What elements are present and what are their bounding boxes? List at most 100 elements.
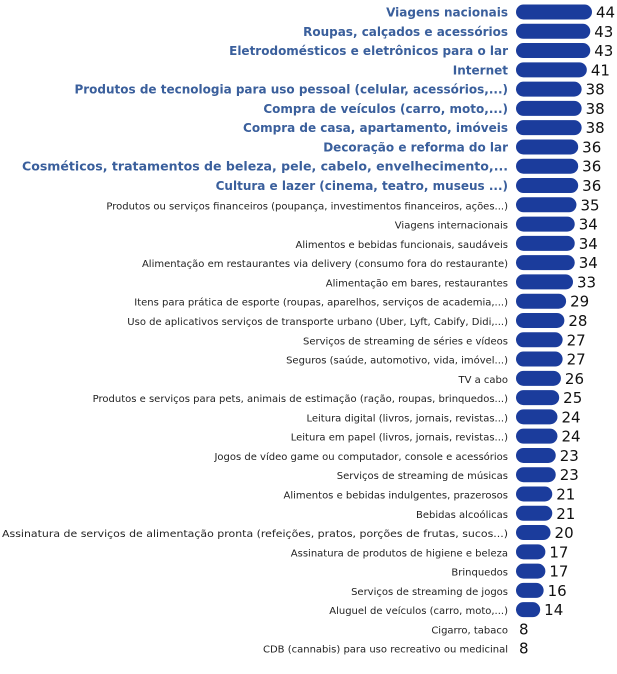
category-label: Serviços de streaming de séries e vídeos	[303, 335, 508, 347]
value-label: 24	[561, 428, 580, 446]
category-label: Alimentação em bares, restaurantes	[326, 278, 508, 289]
bar-row: Produtos ou serviços financeiros (poupan…	[106, 196, 599, 214]
value-label: 17	[549, 543, 568, 561]
value-label: 41	[591, 61, 610, 79]
value-label: 36	[582, 177, 601, 195]
bar	[516, 139, 579, 155]
category-label: Assinatura de produtos de higiene e bele…	[291, 548, 508, 559]
bar-row: TV a cabo 26	[457, 370, 584, 388]
category-label: CDB (cannabis) para uso recreativo ou me…	[263, 645, 508, 656]
value-label: 38	[586, 119, 605, 137]
value-label: 23	[560, 466, 579, 484]
bar-row: Bebidas alcoólicas 21	[416, 505, 575, 523]
bar-row: Serviços de streaming de séries e vídeos…	[303, 331, 586, 349]
bar	[516, 582, 544, 598]
value-label: 21	[556, 505, 575, 523]
bar-row: Compra de veículos (carro, moto,...) 38	[263, 100, 604, 118]
value-label: 38	[586, 100, 605, 118]
bar	[516, 447, 556, 463]
bar	[516, 525, 551, 541]
category-label: Seguros (saúde, automotivo, vida, imóvel…	[286, 355, 508, 367]
bar	[516, 158, 579, 174]
bar-row: Jogos de vídeo game ou computador, conso…	[213, 447, 578, 465]
category-label: Cosméticos, tratamentos de beleza, pele,…	[22, 160, 508, 174]
bar-row: Alimentação em restaurantes via delivery…	[142, 254, 598, 272]
category-label: Serviços de streaming de jogos	[351, 587, 508, 598]
category-label: Compra de veículos (carro, moto,...)	[263, 102, 508, 116]
category-label: Decoração e reforma do lar	[323, 140, 508, 154]
bar	[516, 428, 558, 444]
bar-row: Alimentos e bebidas indulgentes, prazero…	[284, 486, 576, 504]
bar	[516, 4, 592, 20]
category-label: Viagens internacionais	[395, 221, 508, 232]
value-label: 14	[544, 601, 563, 619]
category-label: Compra de casa, apartamento, imóveis	[243, 121, 508, 135]
bar	[516, 81, 582, 97]
value-label: 35	[580, 196, 599, 214]
bar	[516, 544, 546, 560]
bar	[516, 602, 541, 618]
bar-row: Alimentação em bares, restaurantes 33	[326, 273, 596, 291]
bar-row: Eletrodomésticos e eletrônicos para o la…	[229, 42, 613, 60]
value-label: 20	[555, 524, 574, 542]
value-label: 8	[519, 620, 529, 638]
bar-row: Serviços de streaming de músicas 23	[337, 466, 579, 484]
bar-row: Cigarro, tabaco 8	[431, 620, 529, 638]
bar-row: CDB (cannabis) para uso recreativo ou me…	[263, 640, 529, 658]
bar	[516, 390, 560, 406]
value-label: 33	[577, 273, 596, 291]
value-label: 21	[556, 486, 575, 504]
bar	[516, 351, 563, 367]
value-label: 34	[579, 216, 598, 234]
value-label: 8	[519, 640, 529, 658]
category-label: Alimentos e bebidas indulgentes, prazero…	[284, 491, 508, 502]
category-label: Aluguel de veículos (carro, moto,...)	[329, 605, 508, 617]
value-label: 43	[594, 42, 613, 60]
bar-row: Leitura digital (livros, jornais, revist…	[306, 408, 580, 426]
value-label: 23	[560, 447, 579, 465]
bar	[516, 370, 561, 386]
value-label: 36	[582, 158, 601, 176]
category-label: Produtos de tecnologia para uso pessoal …	[74, 83, 508, 97]
category-label: Eletrodomésticos e eletrônicos para o la…	[229, 44, 508, 58]
bar	[516, 312, 565, 328]
category-label: Leitura digital (livros, jornais, revist…	[306, 413, 508, 424]
bar-row: Cultura e lazer (cinema, teatro, museus …	[216, 177, 602, 195]
bar	[516, 563, 546, 579]
value-label: 27	[567, 331, 586, 349]
category-label: Serviços de streaming de músicas	[337, 470, 508, 482]
bar	[516, 274, 573, 290]
bar-row: Seguros (saúde, automotivo, vida, imóvel…	[286, 351, 586, 369]
bar	[516, 62, 587, 78]
bar	[516, 197, 577, 213]
category-label: Cigarro, tabaco	[431, 625, 508, 636]
bar	[516, 235, 575, 251]
bar-row: Internet 41	[453, 61, 610, 79]
category-label: Assinatura de serviços de alimentação pr…	[2, 529, 508, 540]
bar-row: Uso de aplicativos serviços de transport…	[127, 312, 587, 330]
category-label: Produtos e serviços para pets, animais d…	[93, 394, 508, 405]
value-label: 34	[579, 235, 598, 253]
bar	[516, 178, 579, 194]
bar-row: Viagens nacionais 44	[386, 4, 615, 22]
bar-row: Produtos e serviços para pets, animais d…	[93, 389, 583, 407]
value-label: 17	[549, 563, 568, 581]
category-label: Bebidas alcoólicas	[416, 509, 508, 521]
bar	[516, 100, 582, 116]
bar	[516, 293, 567, 309]
bar	[516, 216, 575, 232]
bar	[516, 409, 558, 425]
bar	[516, 23, 591, 39]
category-label: Itens para prática de esporte (roupas, a…	[134, 297, 508, 309]
value-label: 16	[548, 582, 567, 600]
bar	[516, 486, 553, 502]
category-label: Alimentação em restaurantes via delivery…	[142, 259, 508, 270]
value-label: 43	[594, 23, 613, 41]
value-label: 26	[565, 370, 584, 388]
bar-row: Assinatura de serviços de alimentação pr…	[2, 524, 574, 542]
value-label: 27	[567, 351, 586, 369]
bar-row: Brinquedos 17	[451, 563, 568, 581]
category-label: Brinquedos	[451, 568, 508, 579]
category-label: Uso de aplicativos serviços de transport…	[127, 317, 508, 328]
